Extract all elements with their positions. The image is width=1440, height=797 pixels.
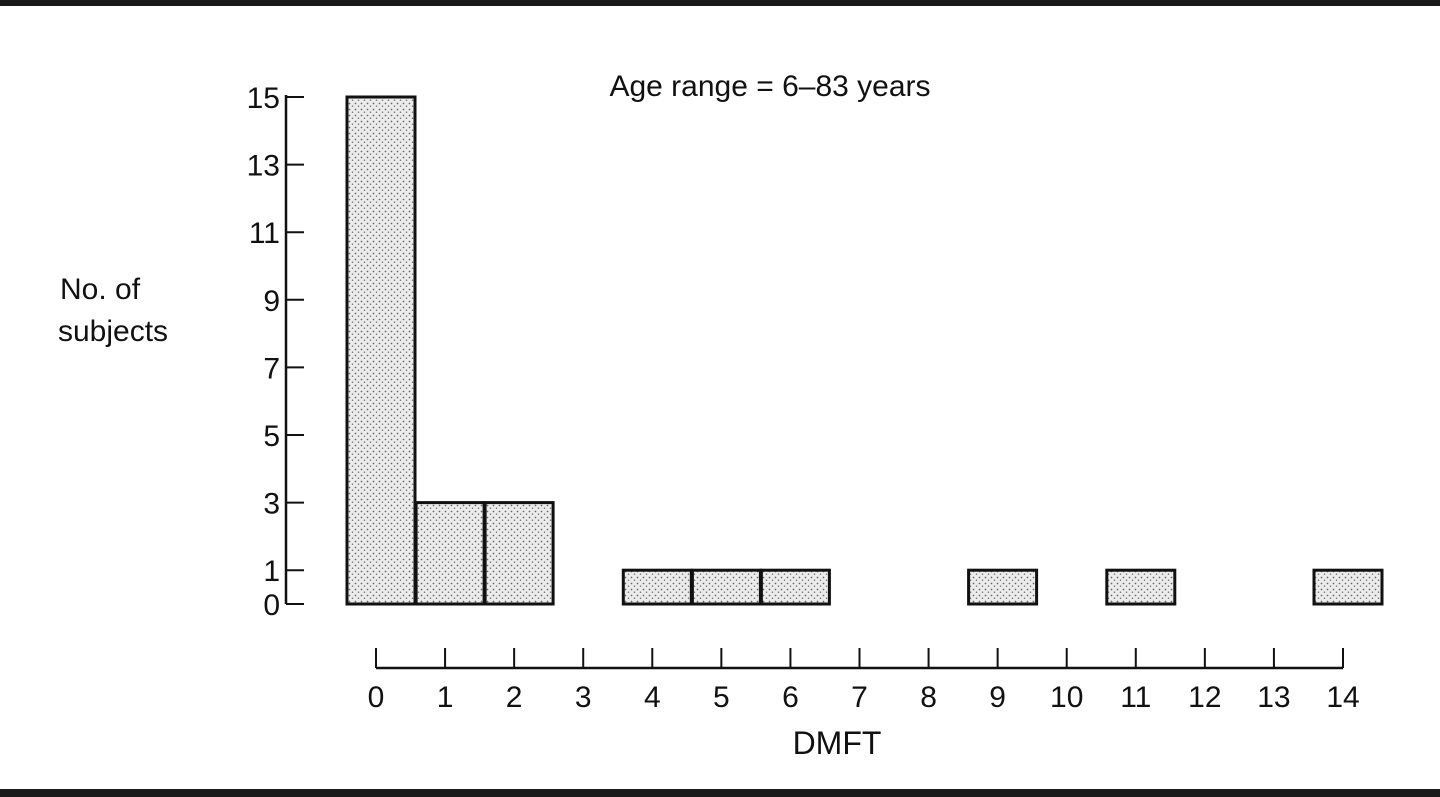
x-tick-label: 4 bbox=[644, 681, 661, 714]
histogram-bar bbox=[1312, 568, 1384, 606]
x-axis-label: DMFT bbox=[793, 725, 882, 761]
frame-bottom-border bbox=[0, 789, 1440, 797]
histogram-bar bbox=[621, 568, 693, 606]
x-tick-label: 2 bbox=[506, 681, 523, 714]
y-tick-label: 0 bbox=[263, 589, 280, 622]
x-tick-label: 13 bbox=[1257, 681, 1290, 714]
y-tick-label: 3 bbox=[263, 488, 280, 521]
x-tick-label: 11 bbox=[1120, 681, 1151, 714]
x-tick-label: 3 bbox=[575, 681, 592, 714]
histogram-bar bbox=[759, 568, 831, 606]
histogram-bar bbox=[483, 501, 555, 606]
bars-group bbox=[345, 95, 1384, 606]
x-axis-ticks: 0 1 2 3 4 5 6 7 8 9 10 11 12 13 14 bbox=[368, 648, 1360, 714]
histogram-bar bbox=[967, 568, 1039, 606]
x-tick-label: 5 bbox=[713, 681, 730, 714]
histogram-bar bbox=[414, 501, 486, 606]
frame-top-border bbox=[0, 0, 1440, 6]
y-axis-label-line-1: No. of bbox=[60, 273, 141, 306]
y-axis-label-line-2: subjects bbox=[58, 315, 168, 348]
y-tick-label: 9 bbox=[263, 285, 280, 318]
histogram-bar bbox=[690, 568, 762, 606]
histogram-bar bbox=[1105, 568, 1177, 606]
x-tick-label: 14 bbox=[1326, 681, 1359, 714]
y-tick-label: 15 bbox=[247, 82, 280, 115]
x-tick-label: 7 bbox=[851, 681, 868, 714]
x-tick-label: 9 bbox=[989, 681, 1006, 714]
x-tick-label: 8 bbox=[920, 681, 937, 714]
histogram-bar bbox=[345, 95, 417, 606]
x-tick-label: 6 bbox=[782, 681, 799, 714]
x-tick-label: 0 bbox=[368, 681, 385, 714]
y-tick-label: 5 bbox=[263, 420, 280, 453]
y-tick-label: 11 bbox=[249, 217, 280, 250]
y-tick-label: 7 bbox=[263, 352, 280, 385]
x-tick-label: 12 bbox=[1188, 681, 1221, 714]
chart-title: Age range = 6–83 years bbox=[609, 70, 930, 103]
x-tick-label: 10 bbox=[1050, 681, 1083, 714]
x-tick-label: 1 bbox=[437, 681, 454, 714]
y-tick-label: 1 bbox=[263, 555, 280, 588]
y-tick-label: 13 bbox=[247, 150, 280, 183]
